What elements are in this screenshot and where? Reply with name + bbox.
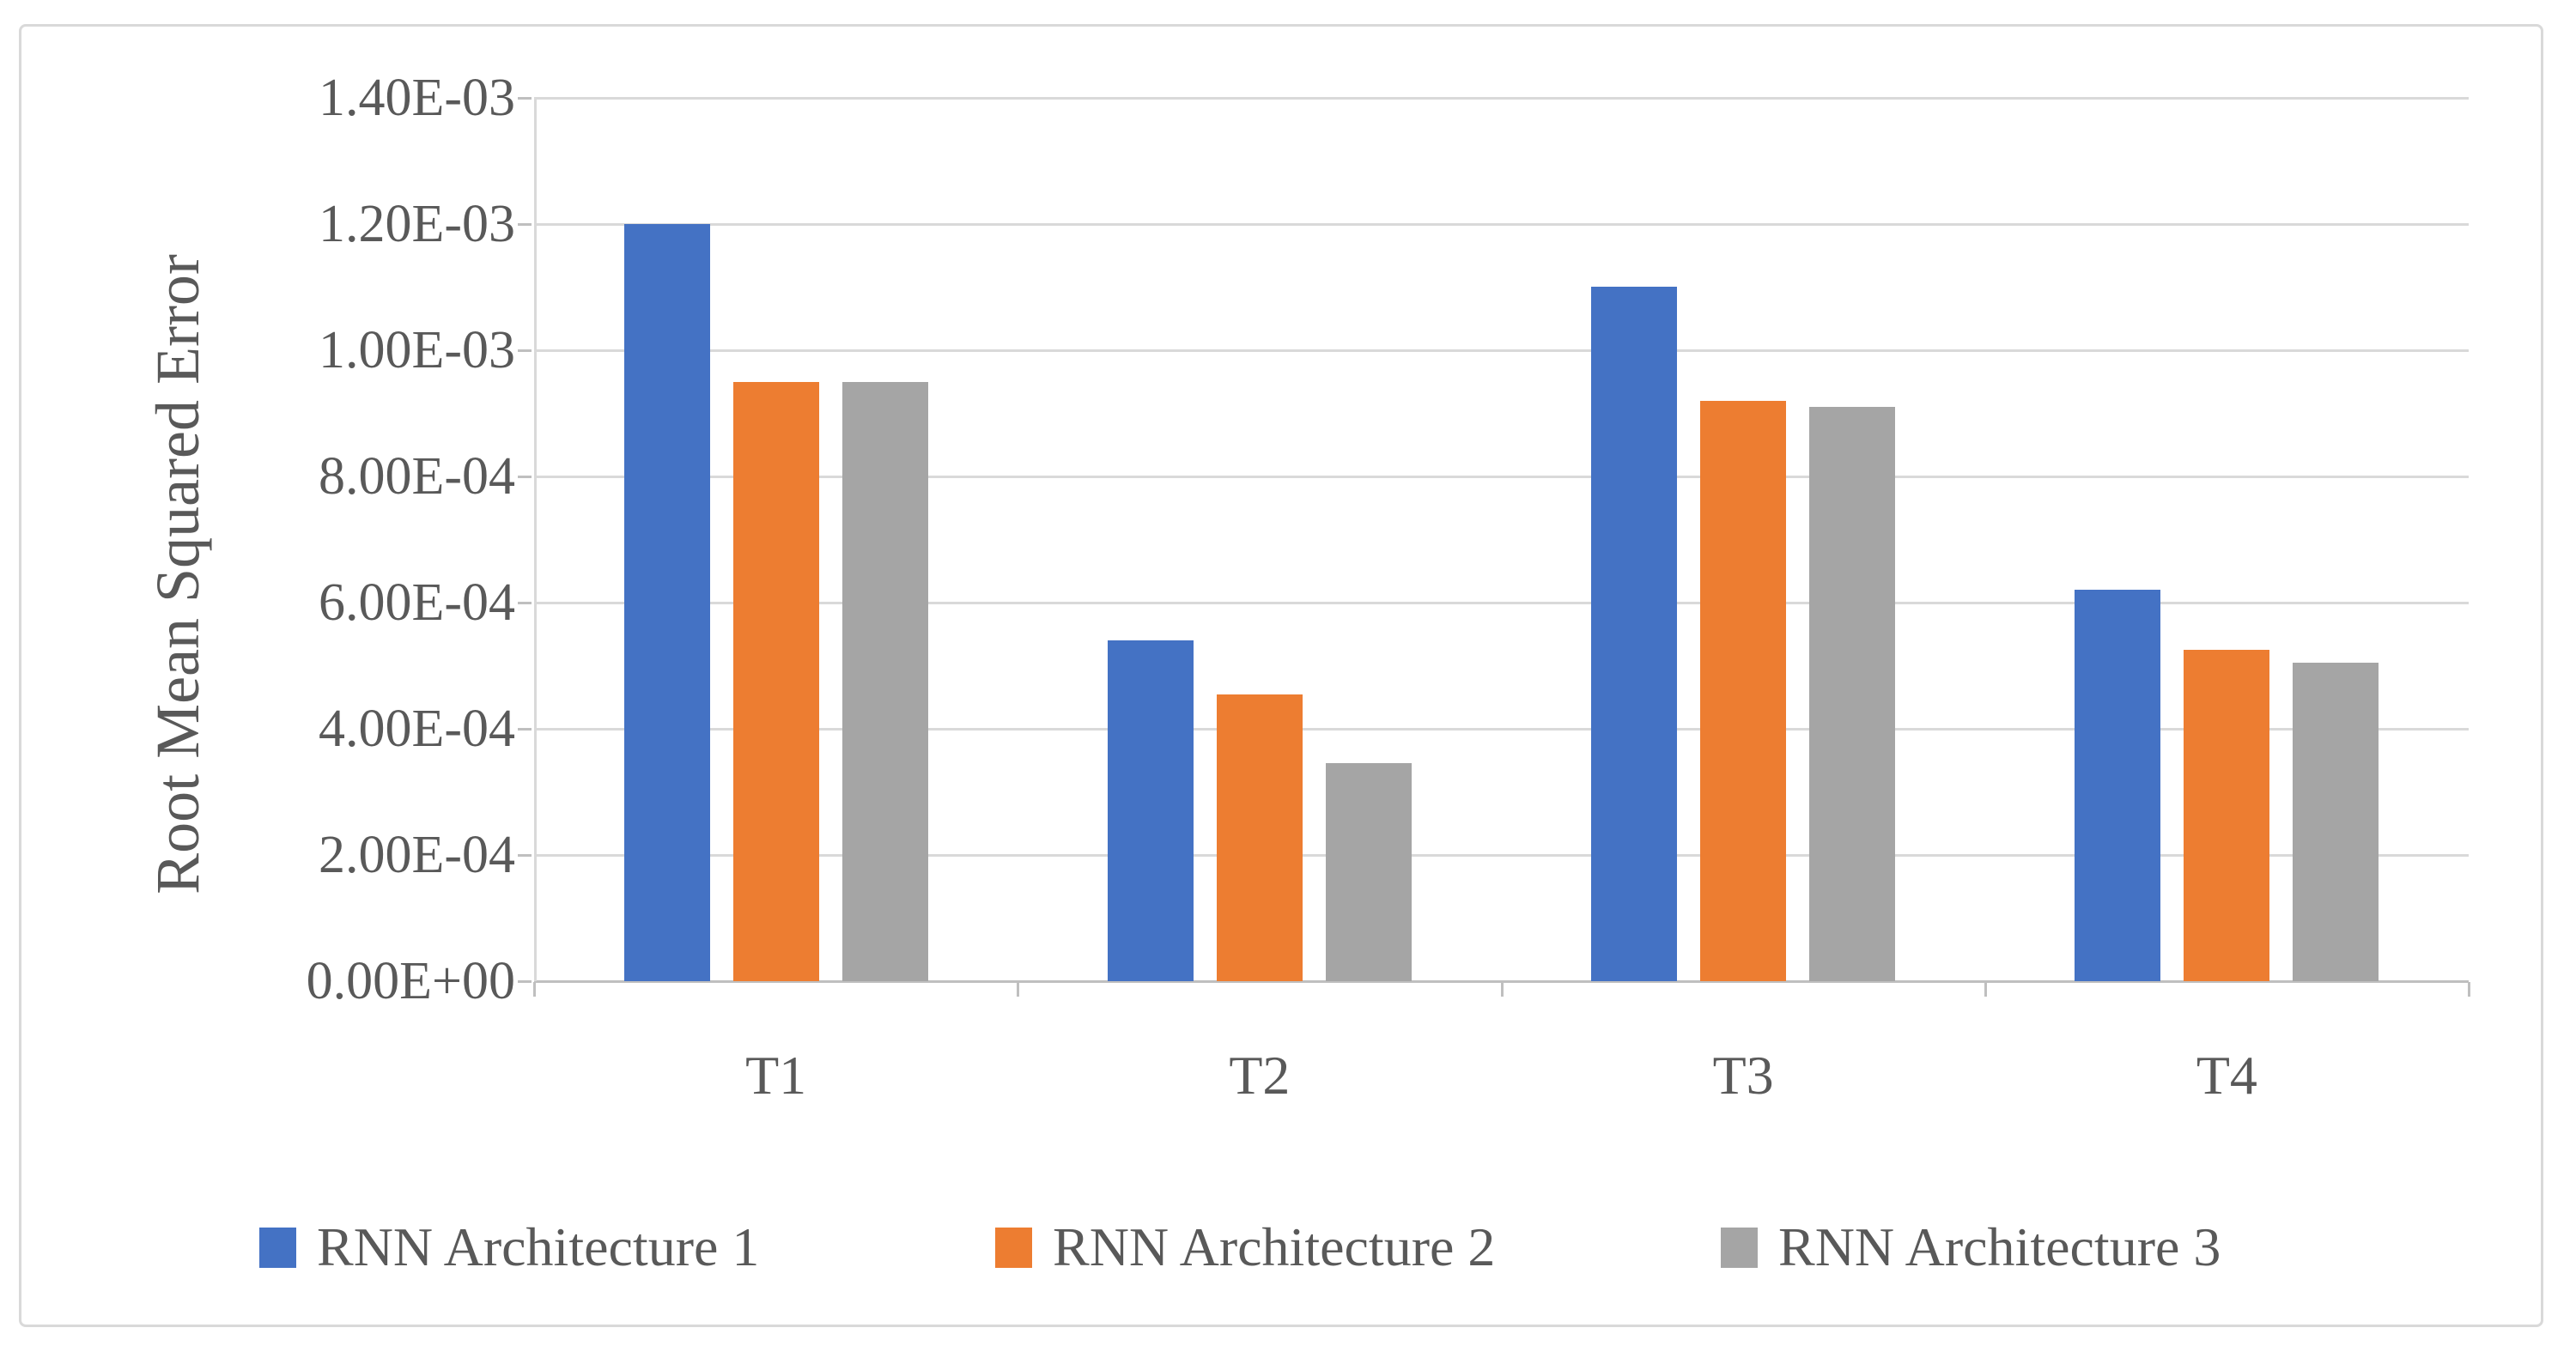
bar-t1-rnn-architecture-3: [842, 382, 928, 981]
y-tick-label: 6.00E-04: [318, 573, 515, 632]
gridline: [534, 476, 2469, 478]
x-axis-tick: [1500, 982, 1504, 997]
bar-t3-rnn-architecture-3: [1809, 407, 1895, 981]
x-category-label-t3: T3: [1712, 1045, 1774, 1106]
bar-t1-rnn-architecture-2: [733, 382, 819, 981]
y-axis-line: [534, 98, 537, 981]
bar-t4-rnn-architecture-2: [2184, 650, 2269, 981]
legend-item-3: RNN Architecture 3: [1721, 1220, 2221, 1275]
gridline: [534, 854, 2469, 857]
bar-t4-rnn-architecture-3: [2293, 663, 2379, 981]
bar-t3-rnn-architecture-1: [1591, 287, 1677, 981]
y-axis-tick: [518, 854, 532, 857]
y-axis-tick: [518, 602, 532, 604]
gridline: [534, 349, 2469, 352]
y-tick-label: 1.20E-03: [318, 195, 515, 253]
legend-swatch-icon: [259, 1227, 296, 1268]
legend-label: RNN Architecture 3: [1778, 1216, 2221, 1277]
legend-item-1: RNN Architecture 1: [259, 1220, 759, 1275]
y-axis-tick: [518, 223, 532, 226]
y-axis-tick: [518, 97, 532, 100]
gridline: [534, 223, 2469, 226]
x-category-label-t4: T4: [2196, 1045, 2257, 1106]
gridline: [534, 97, 2469, 100]
y-tick-label: 8.00E-04: [318, 447, 515, 506]
y-axis-tick: [518, 476, 532, 478]
y-tick-label: 1.00E-03: [318, 321, 515, 379]
y-tick-label: 4.00E-04: [318, 700, 515, 758]
y-tick-label: 1.40E-03: [318, 69, 515, 127]
x-axis-tick: [533, 982, 536, 997]
bar-t3-rnn-architecture-2: [1700, 401, 1786, 981]
gridline: [534, 602, 2469, 604]
legend-label: RNN Architecture 2: [1053, 1216, 1496, 1277]
x-category-label-t2: T2: [1229, 1045, 1291, 1106]
bar-t2-rnn-architecture-1: [1108, 640, 1194, 981]
bar-t1-rnn-architecture-1: [624, 224, 710, 981]
x-axis-tick: [1017, 982, 1020, 997]
x-axis-tick: [1984, 982, 1987, 997]
chart-frame: Root Mean Squared Error 0.00E+00 2.00E-04…: [19, 24, 2543, 1327]
bar-t2-rnn-architecture-2: [1217, 694, 1303, 981]
y-tick-label: 0.00E+00: [306, 952, 515, 1010]
x-category-label-t1: T1: [745, 1045, 807, 1106]
y-axis-tick: [518, 349, 532, 352]
gridline: [534, 728, 2469, 731]
legend-swatch-icon: [995, 1227, 1032, 1268]
y-axis-tick: [518, 728, 532, 731]
legend-swatch-icon: [1721, 1227, 1758, 1268]
bar-t2-rnn-architecture-3: [1326, 763, 1412, 981]
y-tick-label: 2.00E-04: [318, 826, 515, 884]
bar-t4-rnn-architecture-1: [2075, 590, 2160, 981]
legend-item-2: RNN Architecture 2: [995, 1220, 1495, 1275]
y-axis-tick: [518, 980, 532, 983]
legend-label: RNN Architecture 1: [317, 1216, 760, 1277]
x-axis-tick: [2468, 982, 2470, 997]
x-axis-baseline: [534, 980, 2469, 983]
